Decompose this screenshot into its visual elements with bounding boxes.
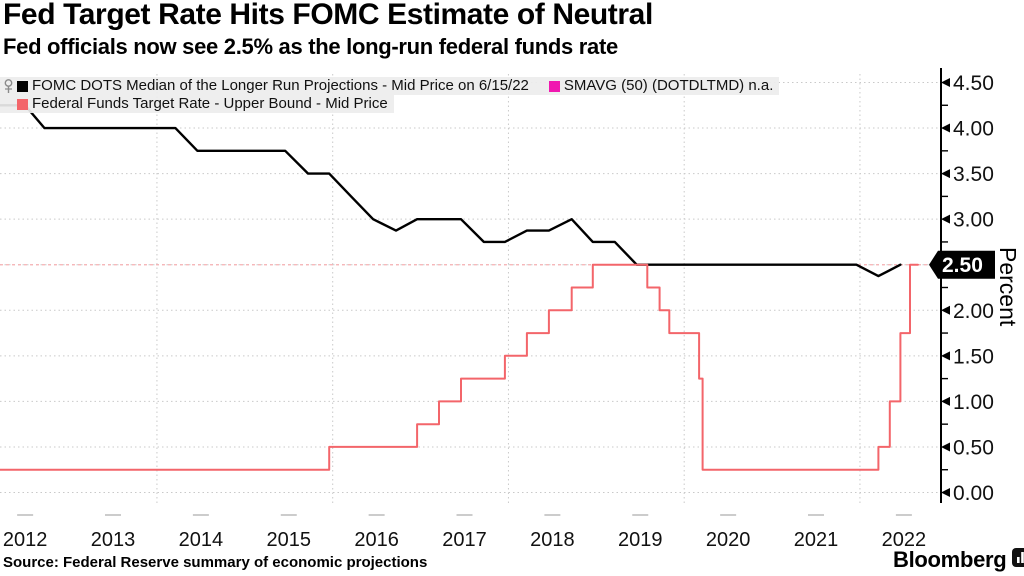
y-major-tick <box>941 123 950 133</box>
last-price-tag <box>929 250 995 279</box>
legend-swatch-smavg <box>548 80 560 92</box>
y-major-tick <box>941 214 950 224</box>
x-tick-label: 2017 <box>442 529 487 551</box>
x-tick-label: 2012 <box>3 529 48 551</box>
legend-label-smavg: SMAVG (50) (DOTDLTMD) n.a. <box>563 77 774 94</box>
legend: FOMC DOTS Median of the Longer Run Proje… <box>0 77 780 113</box>
y-tick-label: 1.50 <box>953 345 994 368</box>
x-tick-label: 2020 <box>706 529 751 551</box>
bloomberg-brand: Bloomberg <box>893 547 1024 573</box>
y-tick-label: 2.00 <box>953 300 994 323</box>
y-tick-label: 4.00 <box>953 118 994 141</box>
x-tick-label: 2014 <box>179 529 224 551</box>
series-fed-funds-line <box>0 263 919 471</box>
y-axis-title: Percent <box>995 247 1021 327</box>
x-tick-label: 2013 <box>91 529 136 551</box>
legend-swatch-fed-funds <box>17 98 28 110</box>
y-major-tick <box>941 78 950 88</box>
page-title: Fed Target Rate Hits FOMC Estimate of Ne… <box>3 0 653 31</box>
y-tick-label: 0.00 <box>953 482 994 505</box>
y-tick-label: 4.50 <box>953 72 994 95</box>
legend-label-fed-funds: Federal Funds Target Rate - Upper Bound … <box>32 95 388 112</box>
bloomberg-wordmark: Bloomberg <box>893 547 1007 572</box>
bloomberg-logo-icon <box>1012 548 1024 572</box>
y-major-tick <box>941 442 950 452</box>
pin-icon[interactable] <box>2 78 15 94</box>
y-major-tick <box>941 351 950 361</box>
legend-row2-indent <box>2 96 15 112</box>
y-major-tick <box>941 488 950 497</box>
source-note: Source: Federal Reserve summary of econo… <box>3 554 428 571</box>
x-tick-label: 2019 <box>618 529 663 551</box>
x-tick-label: 2018 <box>530 529 575 551</box>
x-tick-label: 2022 <box>882 529 927 551</box>
y-tick-label: 1.00 <box>953 391 994 414</box>
y-tick-label: 3.50 <box>953 163 994 186</box>
y-major-tick <box>941 305 950 315</box>
legend-row-1[interactable]: FOMC DOTS Median of the Longer Run Proje… <box>0 77 780 95</box>
y-major-tick <box>941 396 950 406</box>
legend-swatch-fomc-dots <box>17 80 28 92</box>
y-major-tick <box>941 169 950 179</box>
legend-row-2[interactable]: Federal Funds Target Rate - Upper Bound … <box>0 95 394 113</box>
x-tick-label: 2021 <box>794 529 839 551</box>
page-subtitle: Fed officials now see 2.5% as the long-r… <box>3 34 618 59</box>
x-tick-label: 2015 <box>267 529 312 551</box>
series-fomc-dots-line <box>0 104 902 278</box>
last-price-tag-label: 2.50 <box>942 254 983 277</box>
y-tick-label: 3.00 <box>953 209 994 232</box>
y-tick-label: 0.50 <box>953 436 994 459</box>
legend-label-fomc-dots: FOMC DOTS Median of the Longer Run Proje… <box>32 77 529 94</box>
x-tick-label: 2016 <box>354 529 399 551</box>
